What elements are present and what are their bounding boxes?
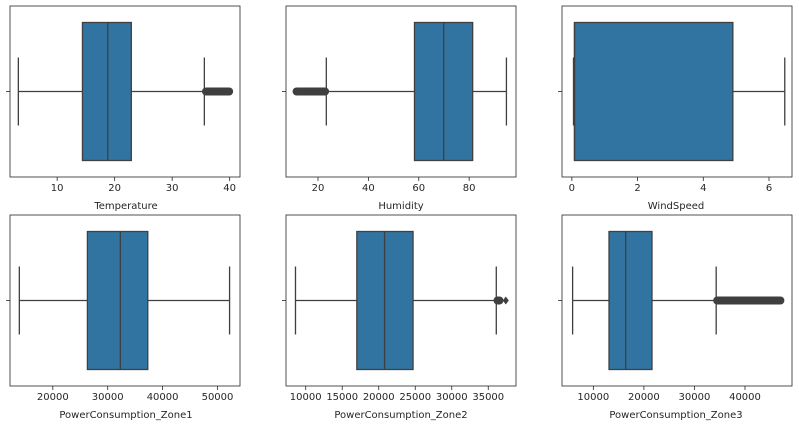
- xlabel-humidity: Humidity: [378, 201, 423, 212]
- x-tick-label: 10000: [290, 392, 322, 403]
- xlabel-powerconsumption-zone1: PowerConsumption_Zone1: [59, 410, 192, 421]
- x-tick-label: 30: [166, 183, 179, 194]
- subplot-temperature: Temperature 10 20 30 40: [6, 5, 241, 212]
- xlabel-temperature: Temperature: [93, 201, 157, 212]
- subplot-powerconsumption-zone2: PowerConsumption_Zone2 10000 15000 20000 25…: [282, 214, 517, 421]
- x-tick-label: 10000: [577, 392, 609, 403]
- iqr-box: [573, 21, 734, 162]
- subplot-humidity: Humidity 20 40 60 80: [282, 5, 517, 212]
- x-tick-label: 30000: [92, 392, 124, 403]
- x-tick-label: 20: [108, 183, 121, 194]
- subplot-powerconsumption-zone1: PowerConsumption_Zone1 20000 30000 40000 50…: [6, 214, 241, 421]
- x-tick-label: 4: [700, 183, 706, 194]
- x-tick-label: 30000: [436, 392, 468, 403]
- x-tick-label: 80: [463, 183, 476, 194]
- x-tick-label: 20000: [37, 392, 69, 403]
- iqr-box: [81, 21, 132, 162]
- outlier-band: [493, 296, 504, 305]
- x-tick-label: 20: [312, 183, 325, 194]
- x-tick-label: 60: [412, 183, 425, 194]
- x-tick-label: 40: [362, 183, 375, 194]
- x-tick-label: 25000: [399, 392, 431, 403]
- x-tick-label: 15000: [326, 392, 358, 403]
- xlabel-windspeed: WindSpeed: [648, 201, 704, 212]
- xlabel-powerconsumption-zone3: PowerConsumption_Zone3: [609, 410, 742, 421]
- subplot-powerconsumption-zone3: PowerConsumption_Zone3 10000 20000 30000 40…: [558, 214, 793, 421]
- outlier-band: [713, 296, 785, 305]
- x-tick-label: 50000: [202, 392, 234, 403]
- x-tick-label: 2: [634, 183, 640, 194]
- x-tick-label: 20000: [363, 392, 395, 403]
- xlabel-powerconsumption-zone2: PowerConsumption_Zone2: [334, 410, 467, 421]
- x-tick-label: 20000: [628, 392, 660, 403]
- x-tick-label: 6: [766, 183, 772, 194]
- x-tick-label: 30000: [679, 392, 711, 403]
- outlier-point: [502, 296, 509, 305]
- x-tick-label: 40: [223, 183, 236, 194]
- x-tick-label: 0: [569, 183, 575, 194]
- x-tick-label: 10: [51, 183, 64, 194]
- x-tick-label: 35000: [472, 392, 504, 403]
- x-tick-label: 40000: [729, 392, 761, 403]
- x-tick-label: 40000: [147, 392, 179, 403]
- outlier-band: [292, 87, 330, 96]
- subplot-windspeed: WindSpeed 0 2 4 6: [558, 5, 793, 212]
- iqr-box: [608, 230, 653, 371]
- outlier-band: [202, 87, 234, 96]
- iqr-box: [86, 230, 149, 371]
